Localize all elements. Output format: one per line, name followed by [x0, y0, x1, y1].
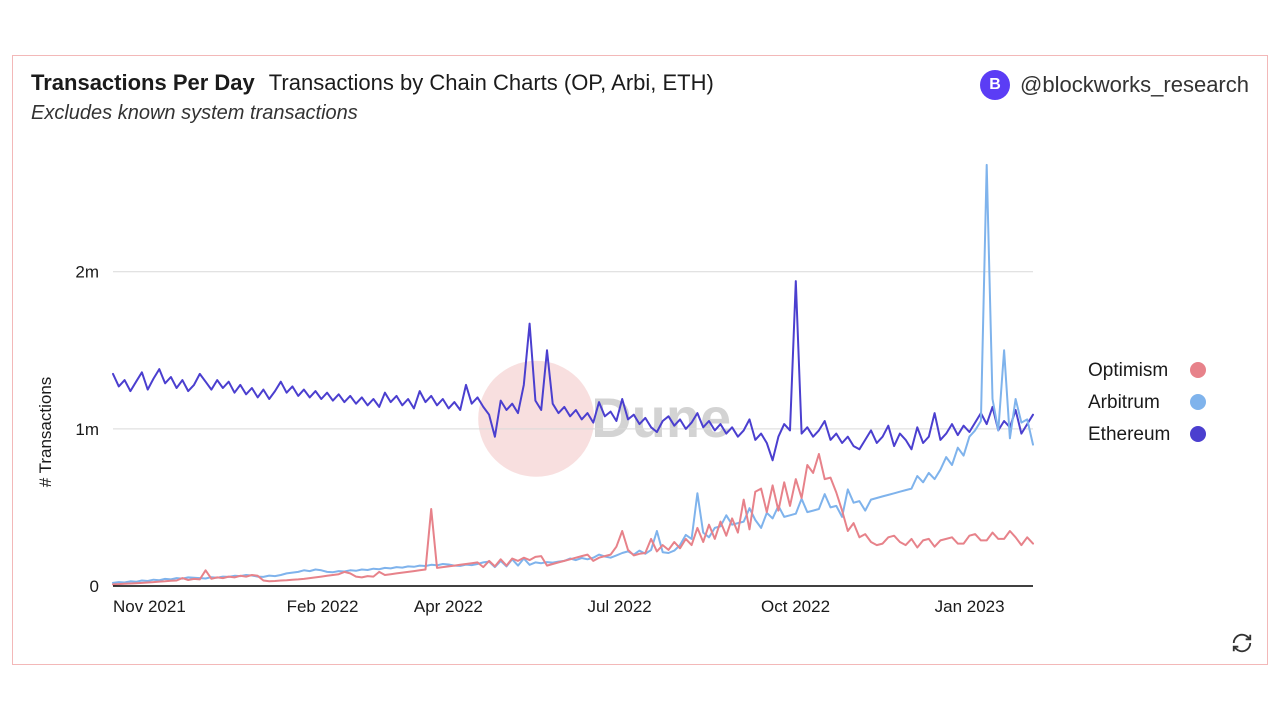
- attribution-text: @blockworks_research: [1020, 72, 1249, 98]
- svg-text:2m: 2m: [75, 263, 99, 282]
- chart-area: Dune 0 1m 2m # Transactions Nov 2021 Feb 2022 A…: [13, 146, 1267, 664]
- svg-text:Nov 2021: Nov 2021: [113, 597, 186, 616]
- svg-text:0: 0: [90, 577, 99, 596]
- svg-text:Oct 2022: Oct 2022: [761, 597, 830, 616]
- svg-text:1m: 1m: [75, 420, 99, 439]
- svg-text:Apr 2022: Apr 2022: [414, 597, 483, 616]
- chart-panel: Transactions Per Day Transactions by Cha…: [12, 55, 1268, 665]
- line-chart: Dune 0 1m 2m # Transactions Nov 2021 Feb 2022 A…: [13, 146, 1269, 656]
- chart-subtitle: Excludes known system transactions: [31, 102, 1249, 125]
- svg-text:Jul 2022: Jul 2022: [587, 597, 651, 616]
- chart-subtitle-inline: Transactions by Chain Charts (OP, Arbi, …: [269, 70, 714, 96]
- svg-text:Jan 2023: Jan 2023: [935, 597, 1005, 616]
- svg-text:Optimism: Optimism: [1088, 360, 1168, 381]
- svg-text:Arbitrum: Arbitrum: [1088, 392, 1160, 413]
- chart-title: Transactions Per Day: [31, 70, 255, 96]
- attribution: B @blockworks_research: [980, 70, 1249, 100]
- svg-text:# Transactions: # Transactions: [36, 377, 55, 488]
- refresh-icon[interactable]: [1231, 632, 1253, 654]
- svg-text:Feb 2022: Feb 2022: [287, 597, 359, 616]
- svg-text:Dune: Dune: [591, 386, 731, 449]
- svg-text:Ethereum: Ethereum: [1088, 424, 1170, 445]
- attr-badge-icon: B: [980, 70, 1010, 100]
